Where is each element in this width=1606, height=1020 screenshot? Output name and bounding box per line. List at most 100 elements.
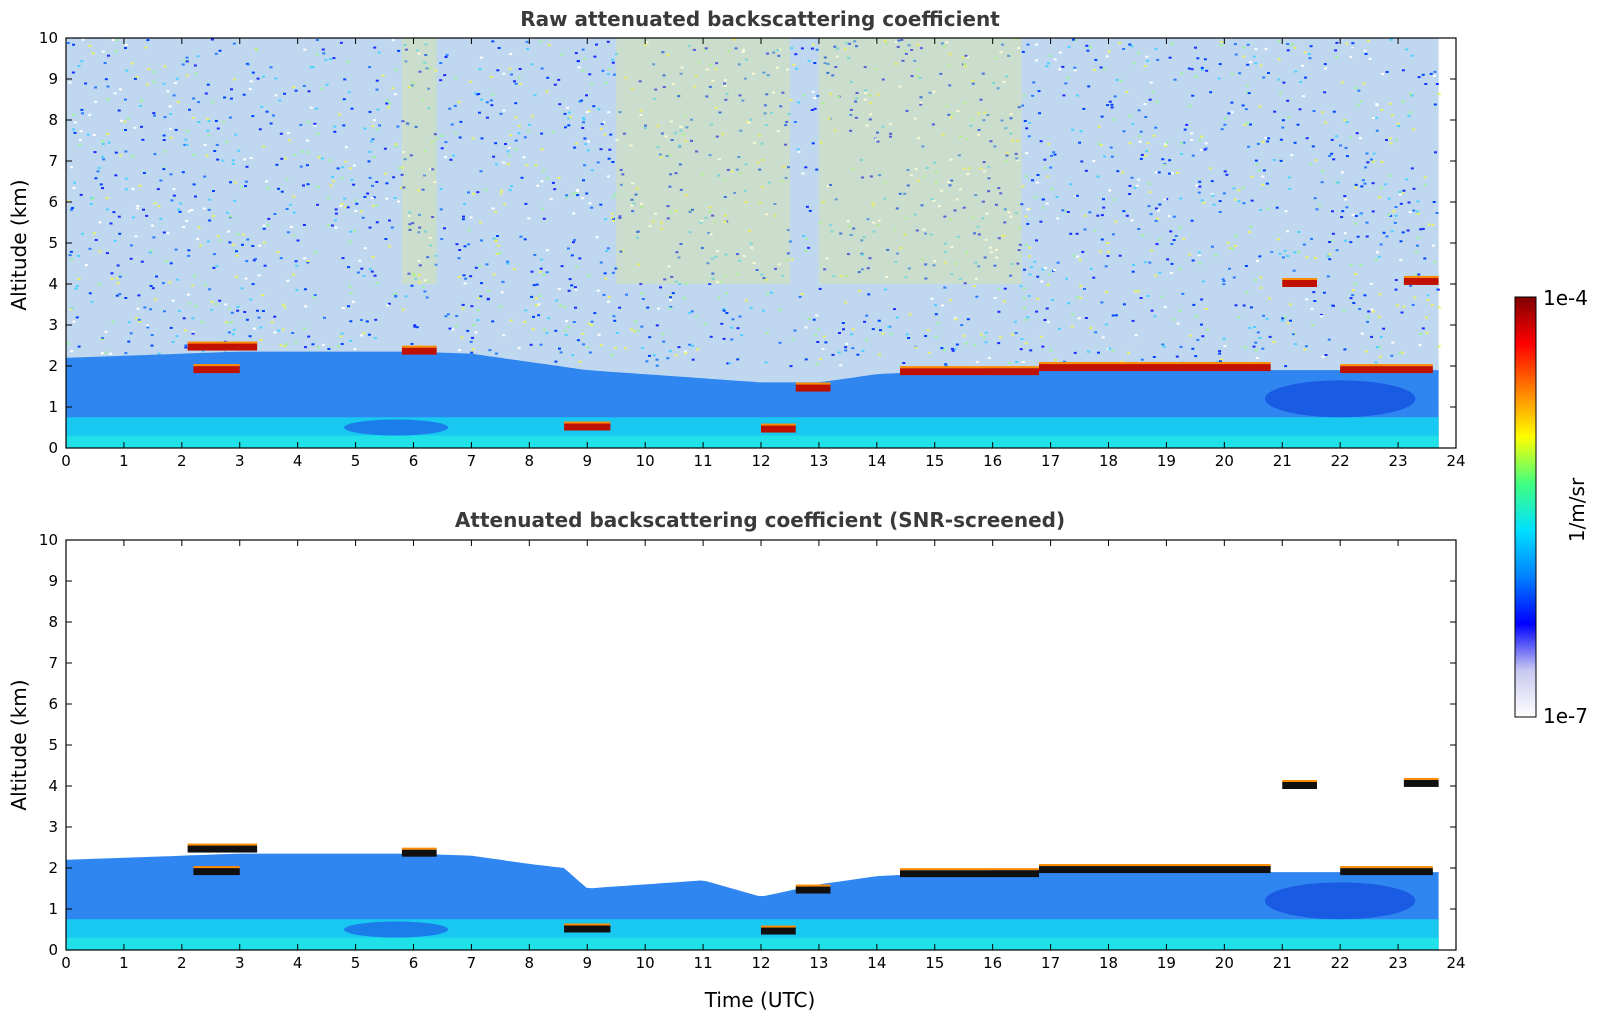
x-tick-label: 3	[235, 452, 245, 470]
noise-speck	[79, 193, 83, 196]
x-tick-label: 9	[582, 452, 592, 470]
top-panel-plot-area: 0 1 2 3 4 5 6 7 8 9 10 11 12 13 14 15 16 17 18 19 20 21 22 23 24…	[39, 29, 1466, 470]
noise-speck	[368, 226, 372, 229]
noise-speck	[431, 216, 435, 218]
noise-speck	[734, 47, 738, 50]
noise-speck	[748, 230, 752, 232]
noise-speck	[113, 239, 117, 242]
noise-speck	[921, 145, 925, 148]
noise-speck	[1427, 223, 1431, 226]
cloud-layer	[564, 925, 611, 933]
noise-speck	[725, 312, 729, 314]
noise-speck	[638, 80, 642, 83]
noise-speck	[1154, 219, 1158, 222]
noise-speck	[524, 202, 528, 205]
noise-speck	[1335, 41, 1339, 44]
noise-speck	[989, 246, 993, 249]
noise-speck	[787, 113, 791, 115]
noise-speck	[373, 274, 377, 277]
noise-speck	[305, 164, 309, 167]
noise-speck	[874, 42, 878, 45]
noise-speck	[849, 81, 853, 84]
noise-speck	[1163, 163, 1167, 166]
noise-speck	[941, 304, 945, 307]
noise-speck	[509, 134, 513, 137]
noise-speck	[1201, 280, 1205, 283]
noise-speck	[216, 158, 220, 161]
noise-speck	[1265, 182, 1269, 185]
noise-speck	[907, 44, 911, 47]
noise-speck	[1197, 254, 1201, 257]
noise-speck	[203, 144, 207, 146]
noise-speck	[155, 275, 158, 278]
noise-speck	[1099, 144, 1103, 147]
noise-speck	[424, 54, 428, 56]
noise-speck	[1227, 112, 1231, 115]
noise-speck	[660, 132, 664, 135]
noise-speck	[934, 313, 938, 316]
noise-speck	[833, 129, 837, 132]
noise-speck	[834, 66, 838, 68]
noise-speck	[948, 299, 952, 302]
noise-speck	[654, 88, 658, 91]
noise-speck	[174, 82, 178, 85]
noise-speck	[705, 68, 709, 71]
noise-speck	[677, 256, 681, 259]
noise-speck	[1377, 196, 1381, 199]
noise-speck	[1296, 123, 1300, 126]
noise-speck	[669, 173, 673, 176]
noise-speck	[1340, 216, 1344, 219]
noise-speck	[674, 354, 678, 357]
noise-speck	[1073, 351, 1077, 354]
noise-speck	[443, 74, 447, 77]
noise-speck	[559, 351, 563, 354]
colorbar-gradient	[1514, 296, 1537, 718]
x-tick-label: 17	[1041, 954, 1060, 972]
noise-speck	[900, 38, 904, 41]
noise-speck	[906, 169, 910, 171]
noise-speck	[487, 290, 491, 292]
noise-speck	[417, 273, 421, 276]
noise-speck	[406, 123, 410, 126]
noise-speck	[785, 259, 789, 261]
noise-speck	[1167, 215, 1171, 218]
noise-speck	[267, 217, 271, 220]
noise-speck	[348, 167, 352, 170]
noise-speck	[288, 203, 292, 206]
noise-speck	[551, 181, 555, 184]
noise-speck	[863, 98, 867, 101]
noise-speck	[363, 127, 367, 130]
noise-speck	[1312, 291, 1316, 294]
noise-speck	[106, 133, 110, 136]
noise-speck	[353, 229, 357, 232]
noise-speck	[839, 232, 843, 235]
noise-speck	[1021, 50, 1025, 53]
noise-speck	[1035, 43, 1039, 46]
noise-speck	[1392, 210, 1396, 213]
noise-speck	[716, 250, 719, 253]
noise-speck	[1372, 152, 1376, 155]
noise-speck	[1399, 202, 1403, 205]
noise-speck	[665, 155, 669, 157]
cloud-layer	[193, 366, 240, 374]
noise-speck	[819, 221, 823, 224]
noise-speck	[813, 97, 817, 100]
noise-speck	[583, 137, 587, 140]
noise-speck	[1433, 103, 1437, 106]
noise-speck	[292, 195, 296, 198]
noise-speck	[187, 254, 191, 257]
noise-speck	[1423, 176, 1427, 179]
noise-speck	[1158, 238, 1161, 241]
noise-speck	[1003, 300, 1007, 303]
noise-speck	[945, 41, 949, 44]
noise-speck	[492, 237, 496, 240]
noise-speck	[551, 131, 555, 134]
noise-speck	[1366, 316, 1370, 319]
noise-speck	[210, 308, 214, 311]
noise-speck	[350, 107, 354, 110]
noise-speck	[1267, 137, 1271, 140]
noise-speck	[697, 61, 701, 63]
noise-speck	[724, 98, 728, 101]
noise-speck	[860, 252, 864, 255]
noise-speck	[1131, 319, 1135, 322]
